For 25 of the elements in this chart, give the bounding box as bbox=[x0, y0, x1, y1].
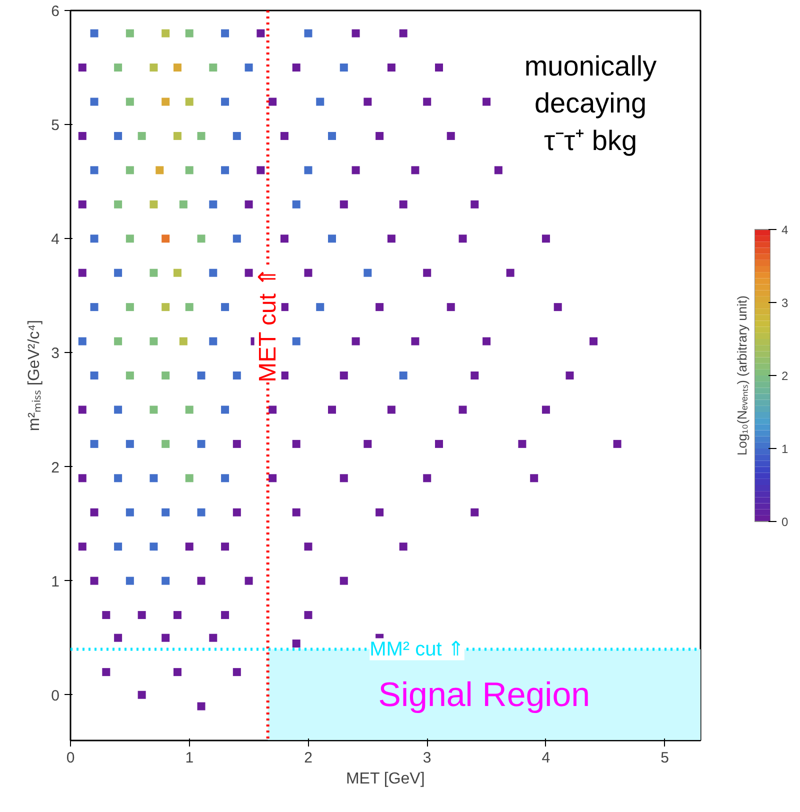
x-tick-label: 3 bbox=[422, 750, 432, 766]
band-label: Signal Region bbox=[378, 676, 590, 714]
y-tick-label: 1 bbox=[51, 573, 60, 590]
x-tick-label: 4 bbox=[542, 750, 550, 766]
x-tick-label: 5 bbox=[660, 750, 670, 766]
ref-line-label: MET cut ⇑ bbox=[254, 266, 282, 382]
color-bar-label: 3 bbox=[782, 296, 788, 310]
y-axis-title: m²ₘᵢₛₛ [GeV²/c⁴] bbox=[26, 320, 44, 432]
color-bar-label: 0 bbox=[782, 515, 788, 529]
color-bar-title: Log₁₀(Nₑᵥₑₙₜₛ) (arbitrary unit) bbox=[734, 296, 750, 456]
y-tick-label: 5 bbox=[51, 117, 60, 134]
y-tick-label: 2 bbox=[51, 459, 60, 476]
y-tick-label: 6 bbox=[51, 3, 60, 20]
y-tick-label: 0 bbox=[51, 687, 60, 704]
y-tick-label: 4 bbox=[51, 231, 60, 248]
x-tick-label: 2 bbox=[304, 750, 312, 766]
x-axis-title: MET [GeV] bbox=[346, 770, 425, 788]
color-bar-label: 2 bbox=[782, 369, 788, 383]
color-bar-label: 4 bbox=[782, 223, 788, 237]
x-tick-label: 0 bbox=[66, 750, 75, 766]
y-tick-label: 3 bbox=[51, 345, 60, 362]
ref-line-label: MM² cut ⇑ bbox=[370, 638, 464, 660]
annotation: muonically decaying τ⁻τ⁺ bkg bbox=[524, 50, 657, 156]
x-tick-label: 1 bbox=[185, 750, 194, 766]
color-bar-label: 1 bbox=[782, 442, 788, 456]
